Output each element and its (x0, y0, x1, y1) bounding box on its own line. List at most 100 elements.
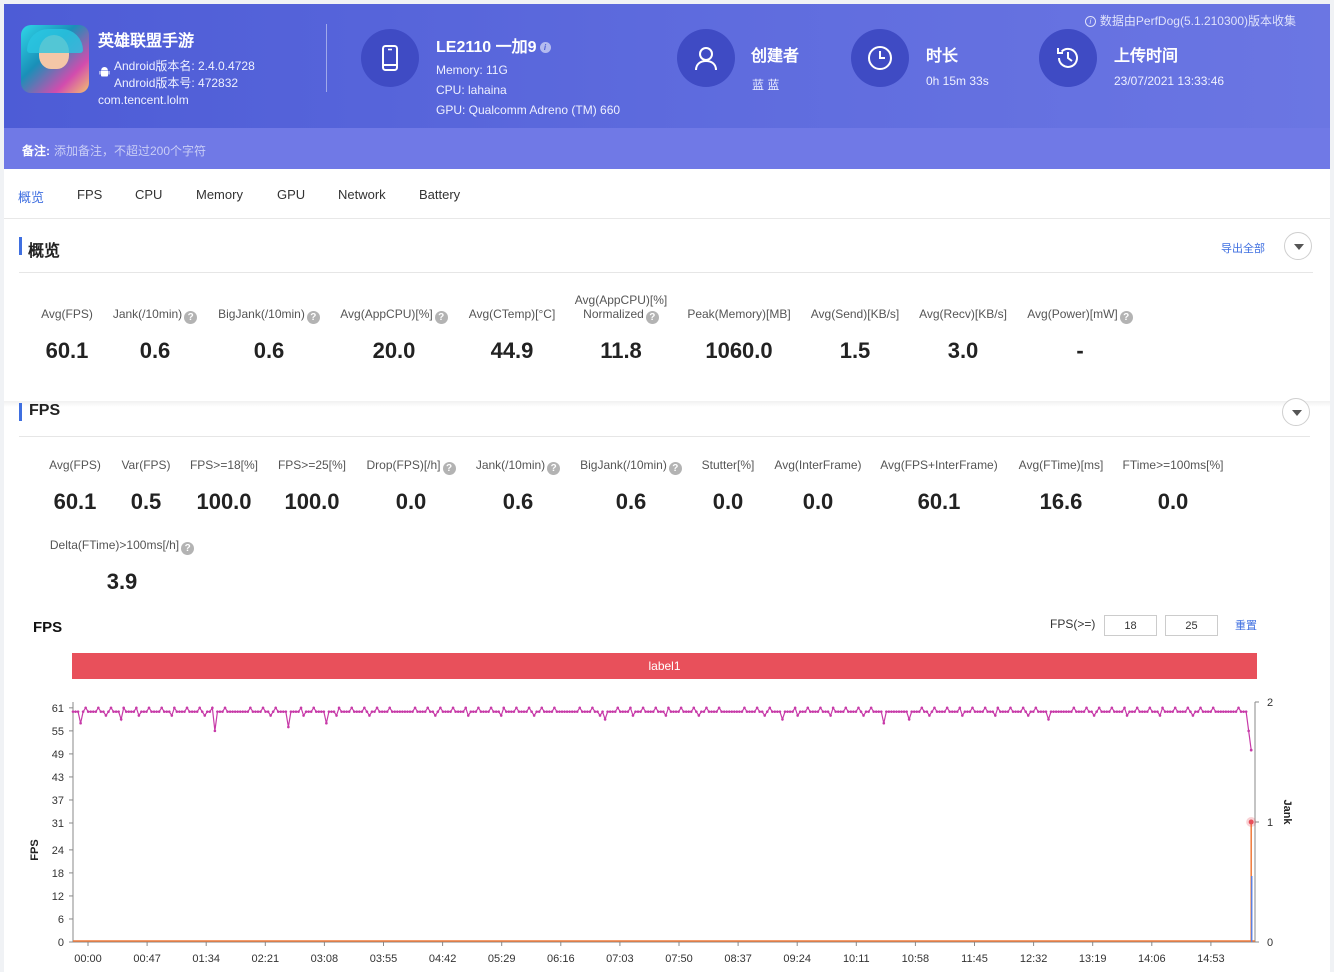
fps-point (1115, 710, 1119, 713)
fps-point (140, 710, 143, 713)
fps-point (251, 710, 255, 713)
fps-point (1100, 710, 1104, 713)
fps-point (188, 710, 191, 713)
device-info-icon[interactable]: i (539, 42, 551, 54)
fps-point (162, 710, 166, 713)
fps-point (1082, 710, 1086, 713)
help-icon[interactable]: ? (306, 311, 320, 324)
fps-point (879, 710, 883, 713)
help-icon[interactable]: ? (442, 462, 456, 475)
fps-point (393, 710, 397, 713)
help-icon[interactable]: ? (434, 311, 448, 324)
fps-point (1199, 706, 1202, 710)
fps-point (398, 710, 402, 713)
fps-point (1009, 706, 1012, 710)
fps-point (375, 706, 379, 710)
overview-metric-value-8: 3.0 (947, 338, 979, 363)
game-app-icon (21, 25, 89, 93)
fps-point (758, 710, 761, 713)
fps-point (314, 710, 318, 713)
tab-gpu[interactable]: GPU (277, 187, 306, 202)
fps-point (1077, 710, 1081, 713)
fps-point (246, 710, 250, 713)
fps-point (243, 710, 247, 713)
fps-point (1184, 710, 1187, 713)
fps-point (469, 710, 473, 713)
tab-cpu[interactable]: CPU (135, 187, 163, 202)
fps-point (864, 710, 868, 713)
fps-point (507, 710, 511, 713)
fps-point (659, 710, 663, 713)
fps-point (1097, 706, 1101, 710)
help-icon[interactable]: ? (668, 462, 682, 475)
fps-point (935, 710, 939, 713)
fps-point (847, 710, 850, 713)
overview-metric-label-text-0: Avg(FPS) (41, 307, 93, 321)
fps-point (312, 706, 316, 710)
fps-metric-label-5: Jank(/10min)? (428, 458, 608, 475)
fps-point (1135, 706, 1139, 710)
help-icon[interactable]: ? (184, 311, 198, 324)
overview-collapse-button[interactable] (1284, 232, 1312, 260)
note-bar[interactable]: 备注: 添加备注，不超过200个字符 (4, 128, 1330, 169)
fps-point (434, 714, 437, 717)
fps-point (548, 710, 551, 713)
fps-point (421, 710, 424, 713)
fps-point (955, 710, 959, 713)
fps-point (1021, 706, 1025, 710)
note-input[interactable]: 添加备注，不超过200个字符 (54, 144, 207, 158)
tab-memory[interactable]: Memory (196, 187, 243, 202)
help-icon[interactable]: ? (547, 462, 561, 475)
overview-metric-value-7: 1.5 (839, 338, 871, 363)
fps-point (107, 710, 110, 713)
fps-point (152, 710, 156, 713)
tab-fps[interactable]: FPS (77, 187, 103, 202)
fps-point (725, 710, 729, 713)
fps-point (1229, 710, 1233, 713)
fps-point (1153, 710, 1157, 713)
fps-point (428, 710, 432, 713)
label-band[interactable]: label1 (72, 653, 1257, 679)
duration-circle (851, 29, 909, 87)
fps-point (1044, 710, 1048, 713)
fps-point (636, 710, 640, 713)
overview-metric-label-3: Avg(AppCPU)[%]? (304, 307, 484, 324)
fps-point (396, 710, 399, 713)
tab-network[interactable]: Network (338, 187, 386, 202)
fps-point (360, 710, 364, 713)
x-tick-label: 10:58 (902, 953, 930, 965)
tab-battery[interactable]: Battery (419, 187, 461, 202)
fps-point (849, 710, 853, 713)
fps-point (1037, 710, 1040, 713)
fps-point (920, 706, 924, 710)
fps-point (299, 706, 303, 710)
fps-point (608, 710, 612, 713)
export-all-link[interactable]: 导出全部 (1221, 243, 1265, 255)
x-tick-label: 14:06 (1138, 953, 1166, 965)
reset-threshold-link[interactable]: 重置 (1235, 620, 1257, 632)
fps-point (1239, 710, 1243, 713)
fps-point (1234, 710, 1238, 713)
fps-metric-label-text-2: FPS>=18[%] (189, 458, 259, 472)
help-icon[interactable]: ? (181, 542, 195, 555)
help-icon[interactable]: ? (1119, 311, 1133, 324)
help-icon[interactable]: ? (645, 311, 659, 324)
fps-point (1191, 714, 1195, 717)
fps-threshold-input-2[interactable] (1165, 615, 1218, 636)
fps-point (1029, 710, 1033, 713)
fps-point (479, 710, 483, 713)
fps-point (748, 710, 751, 713)
fps-point (436, 710, 440, 713)
fps-collapse-button[interactable] (1282, 398, 1310, 426)
tab-overview[interactable]: 概览 (18, 190, 45, 205)
fps-point (1087, 710, 1091, 713)
fps-threshold-input-1[interactable] (1104, 615, 1157, 636)
fps-point (1042, 710, 1045, 713)
fps-point (682, 710, 685, 713)
fps-point (102, 710, 105, 713)
fps-point (124, 710, 128, 713)
fps-point (943, 710, 946, 713)
fps-point (330, 710, 333, 713)
fps-point (454, 710, 457, 713)
